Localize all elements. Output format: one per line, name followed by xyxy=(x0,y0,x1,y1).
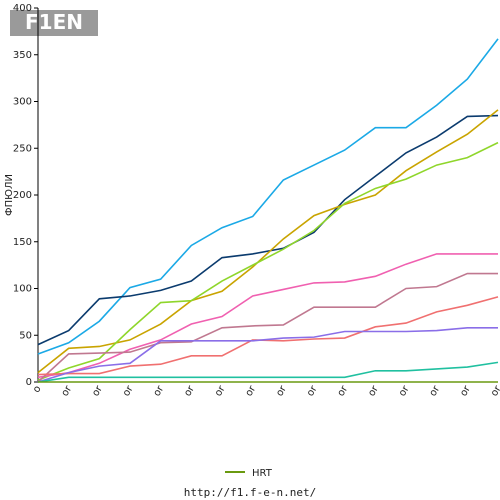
y-tick-label: 150 xyxy=(13,237,32,248)
line-series xyxy=(37,109,499,374)
x-tick-label: or xyxy=(182,383,197,398)
x-tick-label: or xyxy=(152,383,167,398)
y-tick-label: 0 xyxy=(26,377,32,388)
y-tick-label: 400 xyxy=(13,3,32,14)
x-tick-label: or xyxy=(274,383,289,398)
y-tick-label: 50 xyxy=(19,330,32,341)
x-tick-label: or xyxy=(213,383,228,398)
line-series xyxy=(37,38,499,355)
line-series xyxy=(37,326,498,383)
y-axis-label: ФПЮЛИ xyxy=(4,174,15,216)
x-tick-label: or xyxy=(489,383,500,398)
y-tick-label: 350 xyxy=(13,50,32,61)
x-tick-label: or xyxy=(244,383,259,398)
footer: http://f1.f-e-n.net/ xyxy=(184,486,316,499)
y-tick-label: 250 xyxy=(13,143,32,154)
line-series xyxy=(37,272,498,383)
line-series xyxy=(37,141,499,381)
x-tick-label: or xyxy=(458,383,473,398)
line-series xyxy=(37,253,498,379)
line-series xyxy=(37,361,499,383)
y-tick-label: 300 xyxy=(13,97,32,108)
x-tick-label: or xyxy=(428,383,443,398)
line-series xyxy=(37,114,499,346)
y-tick-label: 100 xyxy=(13,284,32,295)
x-tick-label: or xyxy=(90,383,105,398)
logo: F1EN xyxy=(25,10,83,34)
line-series xyxy=(37,296,499,376)
legend-label: HRT xyxy=(252,468,273,479)
x-tick-label: or xyxy=(397,383,412,398)
x-tick-label: or xyxy=(121,383,136,398)
y-tick-label: 200 xyxy=(13,190,32,201)
logo-box xyxy=(10,10,98,36)
x-tick-label: or xyxy=(336,383,351,398)
x-tick-label: o xyxy=(31,384,44,395)
x-tick-label: or xyxy=(305,383,320,398)
x-tick-label: or xyxy=(60,383,75,398)
x-tick-label: or xyxy=(366,383,381,398)
